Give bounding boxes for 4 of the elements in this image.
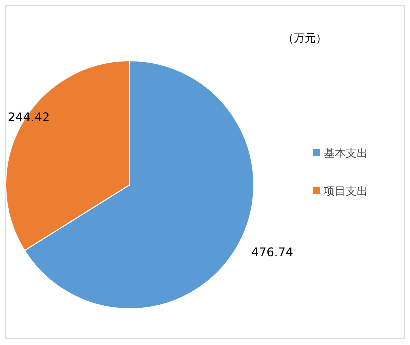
legend-label: 基本支出 — [324, 147, 368, 160]
text: （万元） — [283, 32, 327, 45]
legend-label: 项目支出 — [324, 185, 368, 198]
data-label: 476.74 — [251, 245, 294, 260]
